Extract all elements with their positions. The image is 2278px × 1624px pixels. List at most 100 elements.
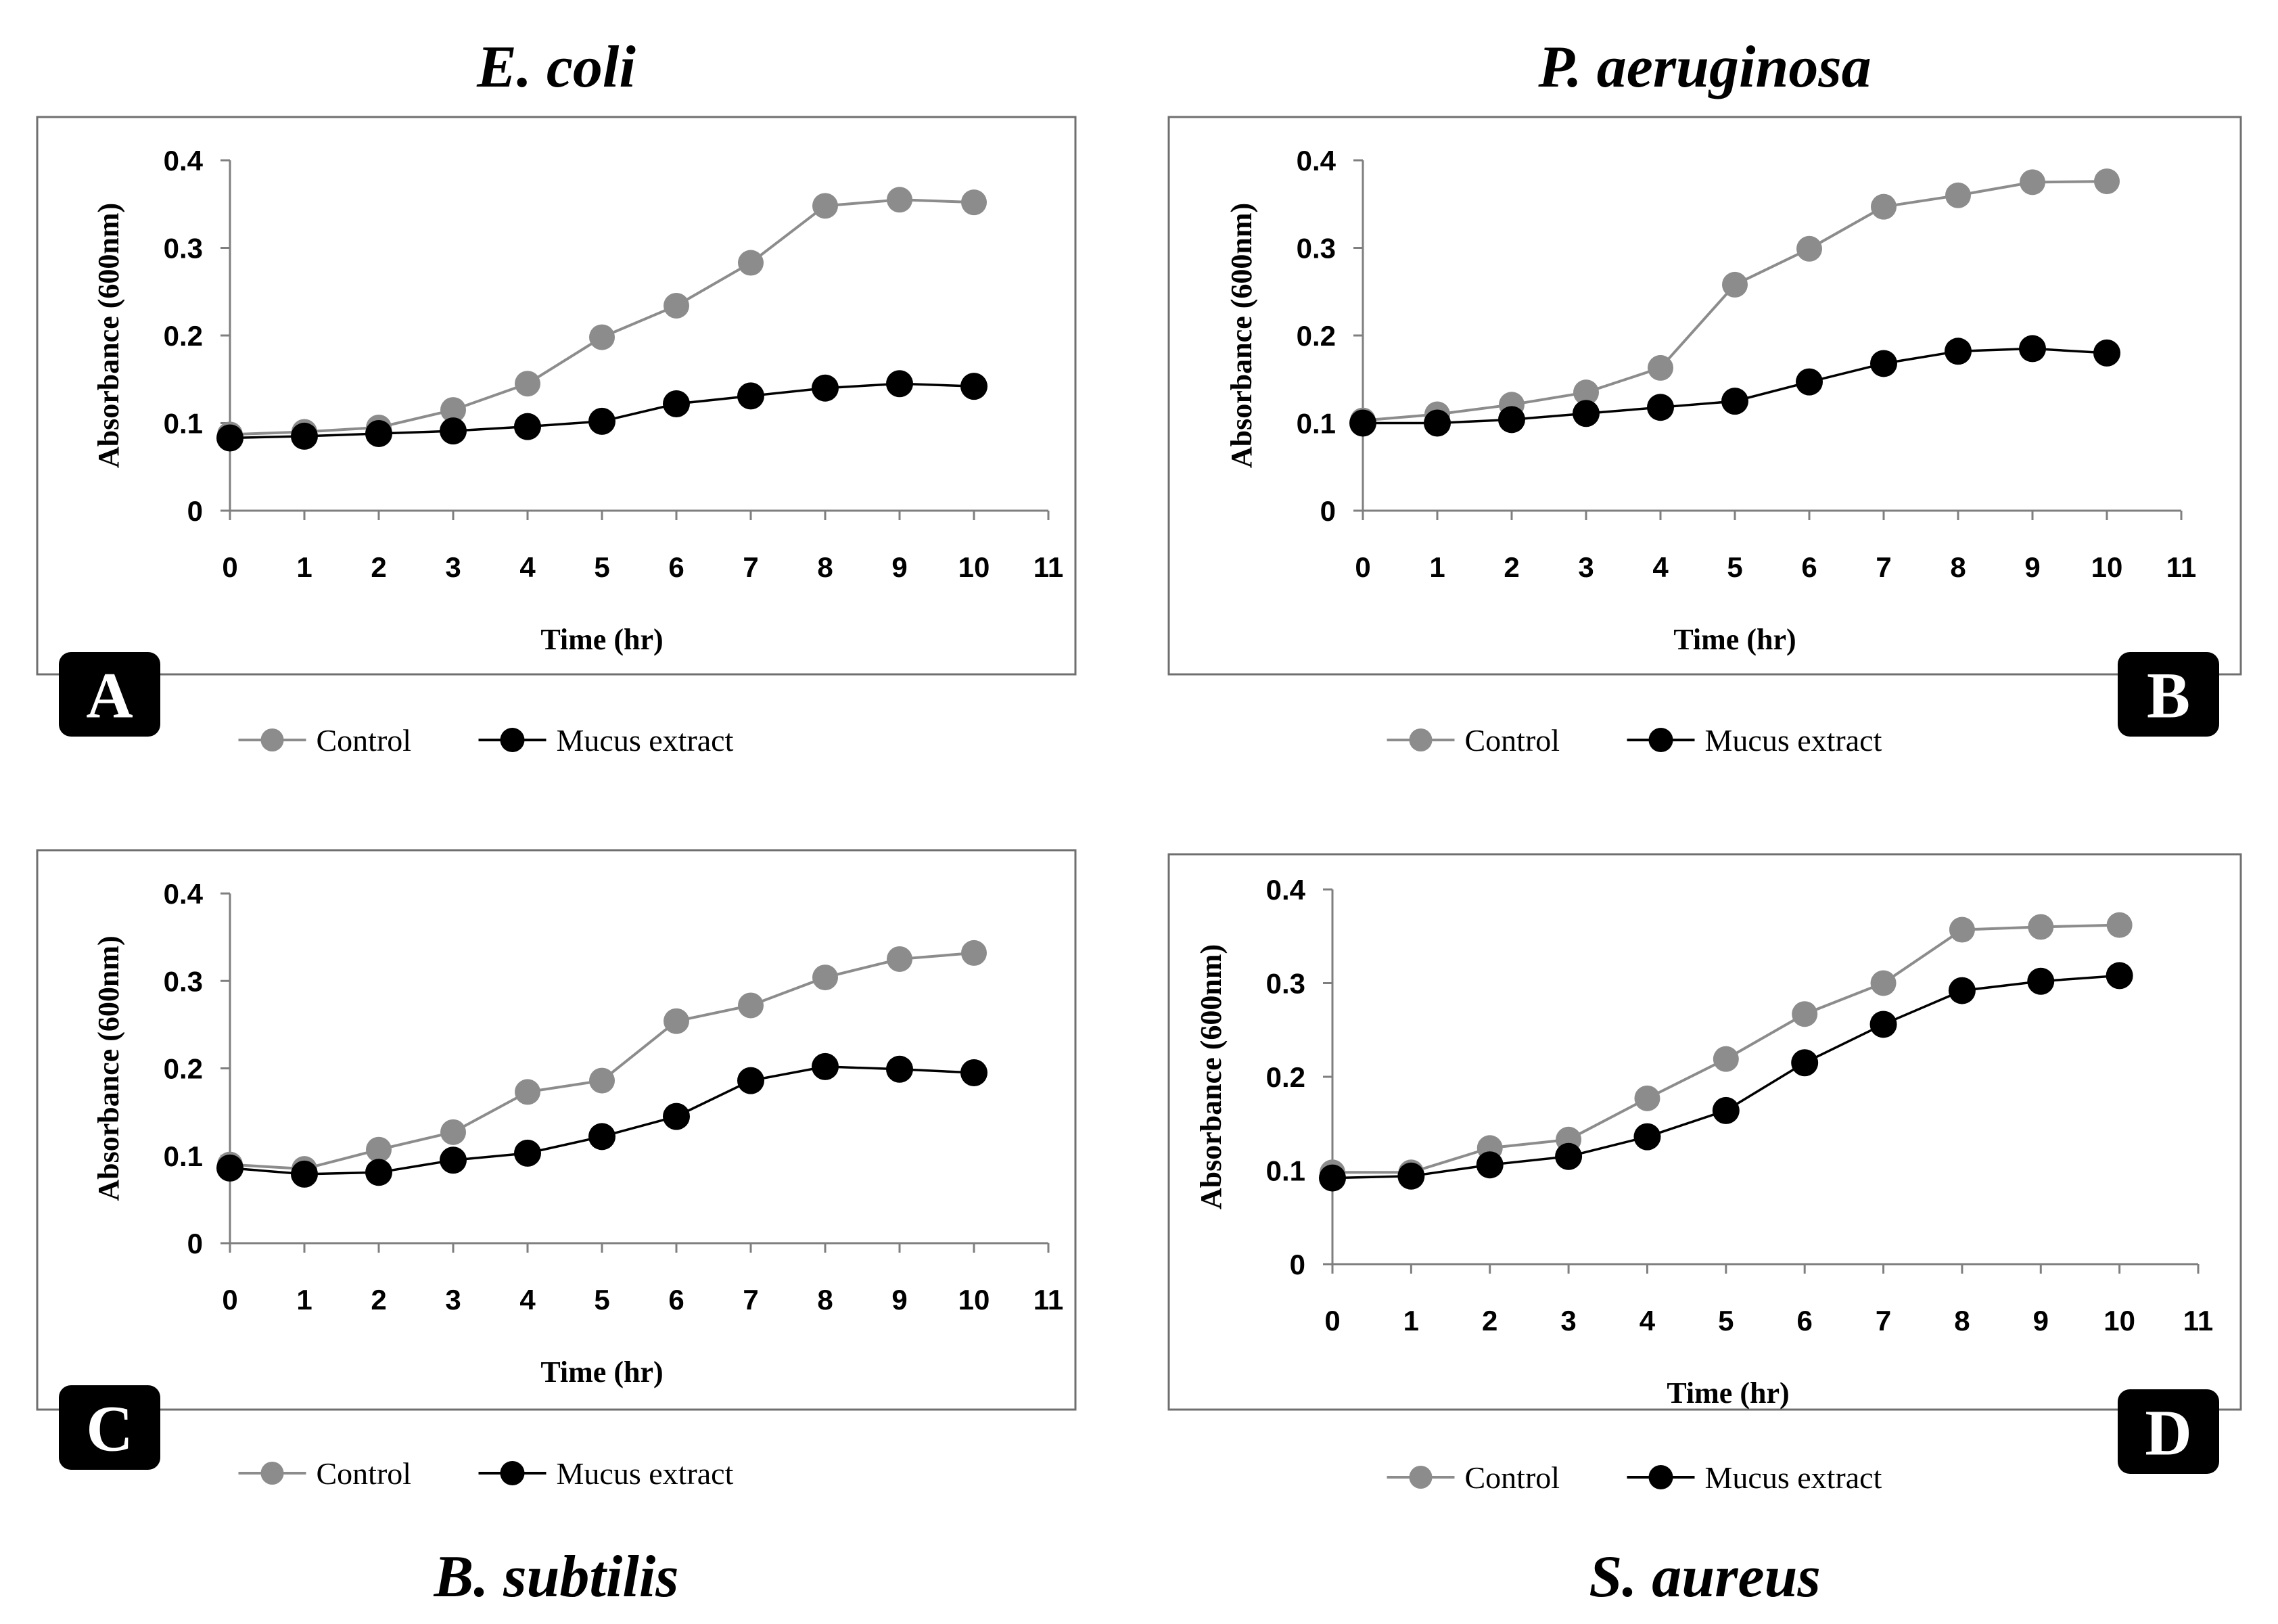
y-tick-label: 0.1	[164, 408, 203, 440]
data-point-control	[961, 189, 987, 216]
y-axis-label: Absorbance (600nm)	[92, 935, 125, 1201]
series-mucus-extract	[216, 370, 987, 452]
legend-swatch-marker-control	[1409, 728, 1433, 751]
x-tick-label: 2	[1482, 1305, 1497, 1337]
legend: Control Mucus extract	[1387, 723, 1882, 758]
species-title: E. coli	[476, 34, 636, 100]
x-tick-label: 10	[958, 1284, 990, 1316]
panel-badge-box	[59, 1385, 160, 1470]
y-tick-label: 0.4	[1266, 874, 1306, 906]
data-point-control	[1573, 379, 1599, 406]
x-tick-label: 0	[222, 1284, 237, 1316]
x-tick-label: 8	[1954, 1305, 1970, 1337]
x-axis-label: Time (hr)	[1673, 623, 1796, 656]
y-tick-label: 0.4	[164, 145, 204, 177]
data-point-mucus-extract	[2093, 339, 2120, 367]
data-point-mucus-extract	[1424, 409, 1451, 437]
y-tick-label: 0.3	[164, 965, 203, 997]
legend: Control Mucus extract	[238, 1456, 734, 1491]
data-point-mucus-extract	[812, 1052, 839, 1080]
data-point-mucus-extract	[1796, 368, 1823, 396]
y-tick-label: 0.1	[164, 1140, 203, 1172]
legend-swatch-marker-control	[260, 728, 284, 751]
data-point-mucus-extract	[514, 413, 541, 440]
data-point-control	[2094, 168, 2120, 195]
x-tick-label: 2	[1504, 551, 1519, 583]
data-point-control	[589, 324, 615, 350]
data-point-mucus-extract	[440, 1146, 467, 1174]
data-point-mucus-extract	[216, 1154, 243, 1182]
panel-frame	[36, 116, 1077, 676]
data-point-control	[664, 1008, 689, 1034]
legend-label-control: Control	[1465, 1460, 1560, 1495]
data-point-mucus-extract	[812, 374, 839, 402]
data-point-mucus-extract	[1633, 1123, 1661, 1151]
x-tick-label: 6	[668, 551, 684, 583]
data-point-control	[1648, 354, 1673, 381]
panel-frame	[1167, 116, 2242, 676]
panel-c: B. subtilis 0 0.1 0.2 0.3 0.4 0 1 2 3 4 5 6 7 8 9 10 11 Ab…	[36, 849, 1077, 1610]
data-point-mucus-extract	[1555, 1142, 1583, 1170]
x-tick-label: 0	[1355, 551, 1370, 583]
legend-swatch-marker-mucus-extract	[500, 728, 525, 752]
legend-swatch-marker-control	[1409, 1466, 1433, 1489]
data-point-control	[1722, 271, 1748, 298]
x-tick-label: 1	[1403, 1305, 1419, 1337]
panel-badge-box	[59, 652, 160, 737]
data-point-mucus-extract	[2019, 335, 2046, 363]
x-tick-label: 10	[958, 551, 990, 583]
x-tick-label: 3	[1560, 1305, 1576, 1337]
data-point-control	[738, 250, 764, 276]
x-tick-label: 4	[519, 551, 536, 583]
panel-a: E. coli 0 0.1 0.2 0.3 0.4 0 1 2 3 4 5 6 7 8 9 10 11 Absorb…	[36, 34, 1077, 758]
x-tick-label: 11	[2183, 1305, 2213, 1337]
y-tick-label: 0.2	[164, 1053, 203, 1085]
data-point-mucus-extract	[514, 1139, 541, 1167]
panel-letter: B	[2147, 659, 2190, 732]
panel-letter: A	[86, 659, 133, 732]
data-point-control	[887, 946, 912, 972]
data-point-control	[961, 939, 987, 966]
panel-d: S. aureus 0 0.1 0.2 0.3 0.4 0 1 2 3 4 5 6 7 8 9 10 11 Abso…	[1167, 853, 2242, 1610]
y-tick-label: 0.2	[164, 320, 203, 352]
data-point-mucus-extract	[2106, 962, 2133, 990]
data-point-control	[1796, 235, 1822, 262]
y-tick-label: 0.1	[1266, 1155, 1305, 1187]
data-point-control	[1945, 182, 1971, 208]
y-axis-label: Absorbance (600nm)	[92, 203, 125, 468]
species-title: P. aeruginosa	[1537, 34, 1871, 100]
data-point-control	[440, 397, 466, 423]
data-point-mucus-extract	[886, 1055, 913, 1083]
data-point-mucus-extract	[588, 407, 615, 435]
y-tick-label: 0.4	[1297, 145, 1336, 177]
series-line-control	[1362, 180, 2108, 422]
x-tick-label: 8	[817, 1284, 833, 1316]
x-tick-label: 5	[1727, 551, 1742, 583]
legend-label-mucus-extract: Mucus extract	[1705, 1460, 1882, 1495]
data-point-mucus-extract	[291, 422, 318, 450]
legend-label-control: Control	[317, 723, 412, 758]
series-line-control	[229, 198, 975, 436]
x-tick-label: 11	[1033, 551, 1063, 583]
x-tick-label: 0	[222, 551, 237, 583]
data-point-mucus-extract	[1712, 1096, 1740, 1124]
legend-label-mucus-extract: Mucus extract	[557, 723, 734, 758]
series-control	[1320, 912, 2133, 1186]
y-tick-label: 0.4	[164, 878, 204, 910]
x-tick-label: 1	[1429, 551, 1445, 583]
x-tick-label: 6	[1801, 551, 1817, 583]
x-tick-label: 11	[2166, 551, 2196, 583]
x-tick-label: 3	[445, 1284, 461, 1316]
data-point-mucus-extract	[216, 424, 243, 452]
data-point-control	[366, 1136, 392, 1163]
y-tick-label: 0.2	[1266, 1061, 1305, 1093]
panel-b: P. aeruginosa 0 0.1 0.2 0.3 0.4 0 1 2 3 4 5 6 7 8 9 10 11…	[1167, 34, 2242, 758]
data-point-control	[1634, 1085, 1660, 1111]
data-point-mucus-extract	[1498, 406, 1525, 434]
x-axis-label: Time (hr)	[1667, 1376, 1789, 1410]
panel-badge: B	[2118, 652, 2219, 737]
data-point-mucus-extract	[737, 1067, 764, 1094]
series-mucus-extract	[1349, 335, 2120, 437]
legend-swatch-marker-mucus-extract	[500, 1461, 525, 1485]
panel-badge: C	[59, 1385, 160, 1470]
